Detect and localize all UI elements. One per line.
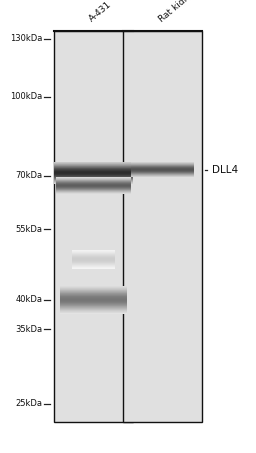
Bar — [54, 30, 133, 422]
Text: 100kDa: 100kDa — [10, 92, 42, 101]
Text: 130kDa: 130kDa — [10, 34, 42, 43]
Text: 40kDa: 40kDa — [15, 295, 42, 304]
Text: DLL4: DLL4 — [212, 164, 239, 174]
Text: 70kDa: 70kDa — [15, 171, 42, 180]
Bar — [123, 30, 202, 422]
Text: A-431: A-431 — [88, 0, 114, 24]
Text: 55kDa: 55kDa — [15, 225, 42, 234]
Text: Rat kidney: Rat kidney — [157, 0, 200, 24]
Text: 25kDa: 25kDa — [15, 399, 42, 408]
Text: 35kDa: 35kDa — [15, 325, 42, 334]
